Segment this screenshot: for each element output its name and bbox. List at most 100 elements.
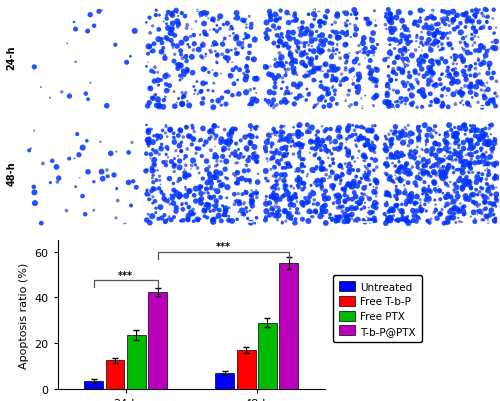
Point — [438, 71, 446, 78]
Point — [240, 211, 248, 217]
Point — [304, 12, 312, 18]
Point — [458, 169, 466, 175]
Point — [341, 199, 349, 206]
Point — [185, 188, 193, 194]
Point — [292, 142, 300, 149]
Point — [354, 168, 362, 174]
Point — [142, 122, 150, 129]
Point — [438, 56, 446, 63]
Point — [352, 144, 360, 150]
Point — [174, 19, 182, 26]
Point — [278, 86, 285, 93]
Point — [372, 205, 380, 211]
Point — [448, 67, 456, 74]
Point — [166, 128, 174, 134]
Point — [382, 84, 390, 91]
Point — [154, 70, 162, 77]
Point — [250, 34, 258, 41]
Point — [410, 213, 418, 219]
Point — [320, 86, 328, 93]
Point — [333, 101, 341, 108]
Point — [370, 178, 378, 185]
Point — [462, 20, 469, 26]
Point — [178, 201, 186, 207]
Point — [75, 152, 83, 158]
Point — [492, 216, 500, 222]
Point — [371, 65, 379, 72]
Point — [242, 77, 250, 83]
Point — [236, 67, 244, 74]
Point — [365, 162, 373, 169]
Point — [451, 134, 459, 140]
Point — [291, 220, 299, 227]
Point — [307, 210, 315, 216]
Point — [164, 217, 172, 223]
Point — [425, 65, 433, 72]
Point — [358, 136, 366, 142]
Point — [418, 208, 426, 215]
Point — [303, 26, 311, 33]
Point — [446, 150, 454, 156]
Point — [227, 128, 235, 134]
Point — [490, 162, 498, 168]
Point — [404, 214, 412, 220]
Point — [203, 202, 211, 208]
Point — [291, 59, 299, 65]
Point — [458, 127, 466, 134]
Point — [478, 176, 486, 182]
Point — [431, 197, 439, 204]
Point — [373, 66, 381, 73]
Point — [424, 172, 432, 179]
Point — [456, 176, 464, 182]
Point — [218, 103, 226, 109]
Point — [460, 162, 468, 168]
Point — [423, 161, 431, 168]
Point — [386, 43, 394, 49]
Point — [372, 218, 380, 225]
Point — [330, 69, 338, 75]
Point — [211, 49, 219, 55]
Point — [152, 133, 160, 139]
Point — [453, 197, 461, 203]
Point — [350, 59, 358, 66]
Point — [468, 146, 475, 152]
Point — [472, 123, 480, 130]
Point — [470, 210, 478, 216]
Point — [208, 18, 216, 24]
Point — [288, 56, 296, 62]
Point — [370, 215, 378, 222]
Point — [432, 162, 440, 168]
Point — [411, 180, 419, 186]
Point — [466, 90, 474, 96]
Point — [374, 42, 382, 49]
Point — [262, 176, 270, 182]
Point — [442, 93, 450, 100]
Point — [490, 8, 498, 14]
Point — [252, 98, 260, 105]
Point — [314, 46, 322, 52]
Point — [445, 156, 453, 163]
Point — [358, 207, 366, 213]
Point — [361, 143, 369, 150]
Point — [365, 205, 373, 211]
Point — [431, 141, 439, 147]
Point — [315, 9, 323, 16]
Point — [296, 123, 304, 129]
Point — [297, 50, 305, 56]
Point — [281, 208, 289, 214]
Point — [426, 165, 434, 171]
Point — [449, 68, 457, 75]
Point — [352, 200, 360, 206]
Point — [482, 53, 490, 60]
Point — [304, 172, 312, 178]
Point — [262, 97, 270, 104]
Point — [385, 192, 393, 198]
Point — [288, 213, 296, 220]
Point — [273, 130, 281, 136]
Point — [425, 127, 433, 133]
Point — [490, 212, 498, 218]
Point — [366, 72, 374, 78]
Point — [207, 180, 215, 187]
Point — [404, 193, 411, 200]
Point — [183, 67, 191, 73]
